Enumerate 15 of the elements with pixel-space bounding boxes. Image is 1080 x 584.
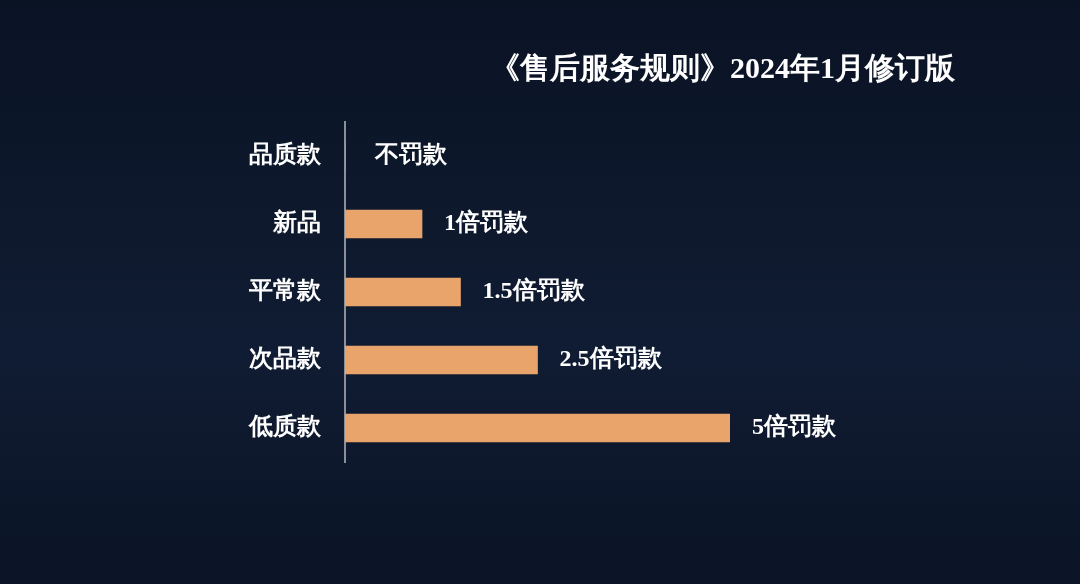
bar xyxy=(345,345,538,375)
y-tick-label: 平常款 xyxy=(248,277,322,304)
bar xyxy=(345,209,423,239)
data-label: 1倍罚款 xyxy=(444,209,529,236)
data-label: 1.5倍罚款 xyxy=(482,277,586,304)
y-tick-label: 次品款 xyxy=(249,345,322,372)
data-label: 5倍罚款 xyxy=(752,413,837,440)
bar xyxy=(345,413,730,443)
y-tick-label: 低质款 xyxy=(248,413,322,440)
data-label: 不罚款 xyxy=(374,141,448,168)
bar xyxy=(345,277,461,307)
y-tick-label: 新品 xyxy=(272,209,321,236)
y-tick-label: 品质款 xyxy=(249,141,322,168)
data-label: 2.5倍罚款 xyxy=(559,345,663,372)
chart-title: 《售后服务规则》2024年1月修订版 xyxy=(490,50,955,86)
